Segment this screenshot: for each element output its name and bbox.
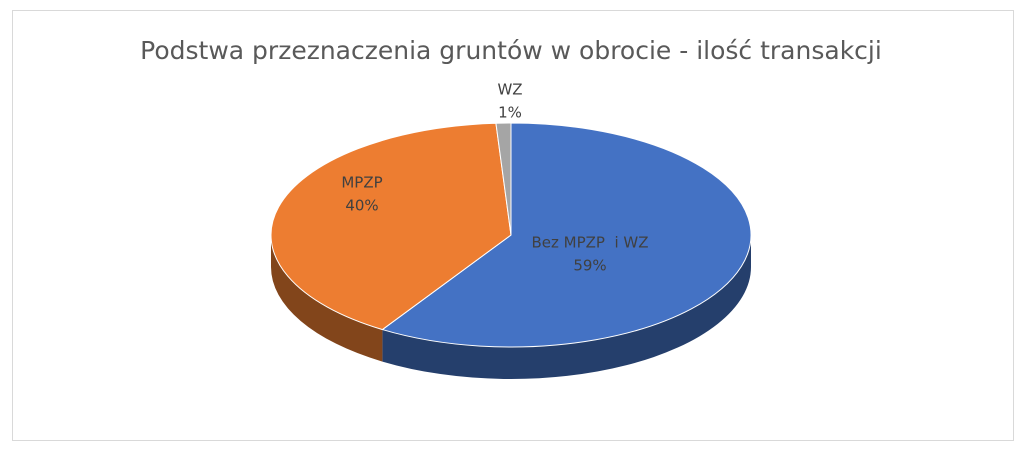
slice-label: Bez MPZP i WZ: [531, 234, 648, 252]
pie: [270, 122, 752, 380]
slice-value-label: 40%: [345, 197, 378, 215]
slice: [495, 122, 512, 236]
slice-side: [271, 235, 383, 362]
slice-side: [382, 235, 751, 380]
slice: [381, 122, 752, 348]
slice-value-label: 1%: [498, 104, 522, 122]
chart-title: Podstwa przeznaczenia gruntów w obrocie …: [140, 36, 882, 65]
slice-value-label: 59%: [573, 257, 606, 275]
slice-label: MPZP: [341, 174, 382, 192]
slice: [270, 122, 512, 331]
slice-label: WZ: [497, 81, 522, 99]
